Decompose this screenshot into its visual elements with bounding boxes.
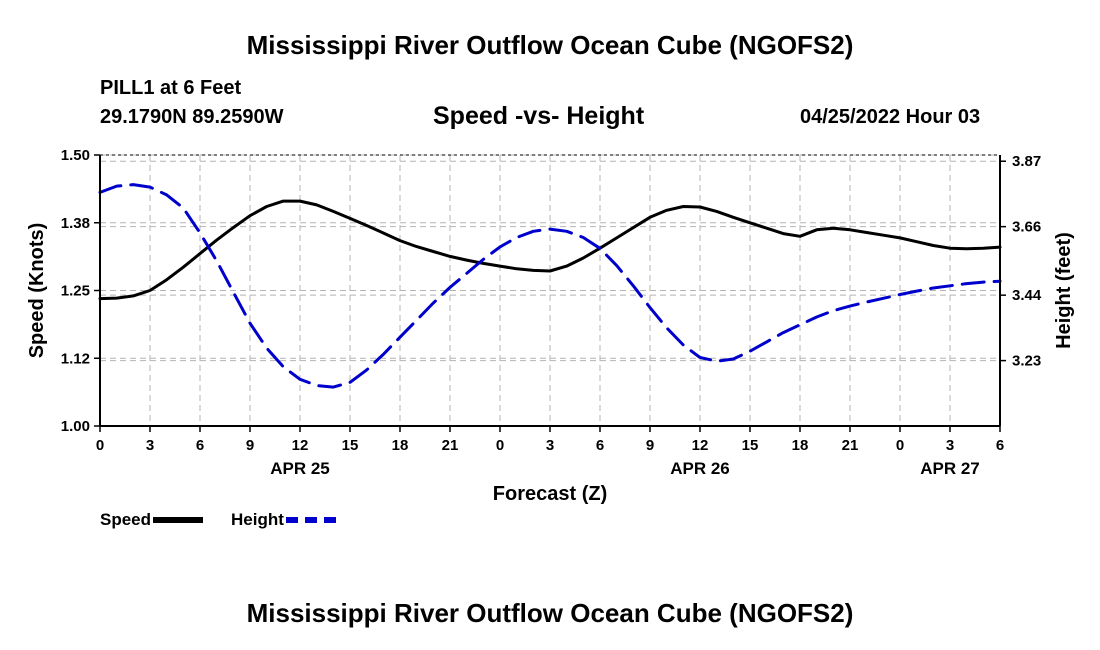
x-tick-label: 21	[842, 437, 859, 454]
legend-swatch-speed	[153, 517, 204, 523]
chart-subtitle: Speed -vs- Height	[433, 102, 645, 130]
legend-swatch-height	[285, 517, 336, 523]
coordinates-label: 29.1790N 89.2590W	[100, 106, 284, 128]
legend-item-height: Height	[231, 509, 336, 531]
axes: 0 3 6 9 12 15 18 21 0 3 6 9 12 15 18 21 0 3 6 1.00 1.12 1.25 1…	[26, 147, 1075, 505]
left-axis-label: Speed (Knots)	[26, 223, 48, 359]
x-tick-label: 0	[896, 437, 904, 454]
speed-height-chart: 0 3 6 9 12 15 18 21 0 3 6 9 12 15 18 21 0 3 6 1.00 1.12 1.25 1…	[26, 147, 1075, 505]
x-tick-label: 6	[196, 437, 204, 454]
left-tick-label: 1.00	[61, 418, 90, 435]
date-label: APR 26	[670, 459, 730, 478]
x-tick-label: 0	[496, 437, 504, 454]
x-tick-label: 0	[96, 437, 104, 454]
right-tick-label: 3.66	[1012, 219, 1041, 236]
x-tick-label: 18	[792, 437, 809, 454]
right-tick-label: 3.44	[1012, 287, 1042, 304]
date-label: APR 27	[920, 459, 980, 478]
x-tick-label: 12	[292, 437, 309, 454]
series-lines	[98, 183, 1002, 389]
legend-item-speed: Speed	[100, 509, 204, 531]
grid-lines	[99, 154, 1001, 427]
x-tick-label: 18	[392, 437, 409, 454]
series-line-height	[98, 183, 1002, 389]
station-label: PILL1 at 6 Feet	[100, 77, 242, 99]
x-tick-label: 6	[996, 437, 1004, 454]
x-tick-label: 3	[146, 437, 154, 454]
left-tick-label: 1.38	[61, 215, 90, 232]
right-tick-label: 3.87	[1012, 153, 1041, 170]
x-axis-label: Forecast (Z)	[493, 483, 607, 505]
chart-title: Mississippi River Outflow Ocean Cube (NG…	[246, 30, 854, 60]
left-tick-label: 1.50	[61, 147, 90, 164]
legend-label-speed: Speed	[100, 510, 152, 529]
x-tick-label: 21	[442, 437, 459, 454]
bottom-title: Mississippi River Outflow Ocean Cube (NG…	[246, 598, 854, 628]
x-tick-label: 3	[546, 437, 554, 454]
x-tick-label: 3	[946, 437, 954, 454]
x-tick-label: 15	[742, 437, 759, 454]
x-tick-label: 12	[692, 437, 709, 454]
forecast-datetime: 04/25/2022 Hour 03	[800, 106, 981, 128]
series-line-speed	[98, 199, 1002, 301]
left-tick-label: 1.25	[61, 283, 90, 300]
x-tick-label: 9	[246, 437, 254, 454]
right-axis-label: Height (feet)	[1053, 232, 1075, 349]
date-label: APR 25	[270, 459, 330, 478]
x-tick-label: 9	[646, 437, 654, 454]
legend-label-height: Height	[231, 510, 284, 529]
right-tick-label: 3.23	[1012, 353, 1041, 370]
x-tick-label: 15	[342, 437, 359, 454]
left-tick-label: 1.12	[61, 350, 90, 367]
x-tick-label: 6	[596, 437, 604, 454]
